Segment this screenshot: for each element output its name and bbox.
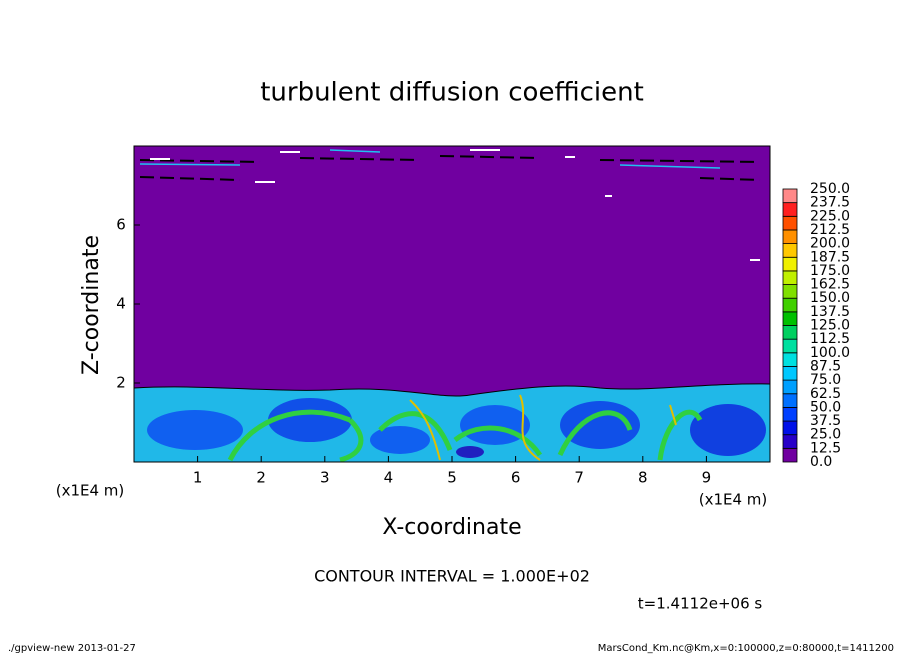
x-axis-label: X-coordinate — [382, 515, 521, 540]
colorbar-label: 62.5 — [810, 386, 841, 402]
x-tick-label: 1 — [193, 469, 203, 487]
colorbar-label: 125.0 — [810, 318, 850, 334]
x-tick-label: 8 — [638, 469, 648, 487]
annotation: CONTOUR INTERVAL = 1.000E+02 — [314, 567, 590, 586]
colorbar-label: 87.5 — [810, 358, 841, 374]
colorbar-swatch — [782, 406, 798, 422]
colorbar-swatch — [782, 229, 798, 244]
colorbar-label: 200.0 — [810, 236, 850, 252]
y-axis-label: Z-coordinate — [79, 235, 104, 375]
colorbar-label: 0.0 — [810, 454, 832, 470]
colorbar-label: 137.5 — [810, 304, 850, 320]
colorbar-label: 250.0 — [810, 181, 850, 197]
colorbar-label: 150.0 — [810, 290, 850, 306]
x-tick-label: 7 — [574, 469, 584, 487]
colorbar-swatch — [782, 311, 798, 326]
x-tick-label: 9 — [702, 469, 712, 487]
footer-right: MarsCond_Km.nc@Km,x=0:100000,z=0:80000,t… — [598, 643, 894, 654]
colorbar-swatch — [782, 202, 798, 217]
colorbar-swatch — [782, 379, 798, 395]
x-unit-label: (x1E4 m) — [699, 491, 768, 509]
colorbar-swatch — [782, 352, 798, 367]
colorbar-swatch — [782, 284, 798, 299]
colorbar-label: 50.0 — [810, 399, 841, 415]
colorbar-swatch — [782, 256, 798, 272]
x-tick-label: 3 — [320, 469, 330, 487]
colorbar-label: 225.0 — [810, 208, 850, 224]
y-tick-label: 2 — [116, 374, 126, 392]
field — [134, 146, 770, 462]
colorbar-swatch — [782, 270, 798, 285]
colorbar-swatch — [782, 434, 798, 449]
colorbar-label: 175.0 — [810, 263, 850, 279]
x-tick-label: 2 — [256, 469, 266, 487]
colorbar-label: 25.0 — [810, 427, 841, 443]
x-tick-label: 4 — [384, 469, 394, 487]
colorbar-label: 212.5 — [810, 222, 850, 238]
colorbar-swatch — [782, 338, 798, 354]
footer-left: ./gpview-new 2013-01-27 — [8, 643, 136, 654]
y-tick-label: 4 — [116, 295, 126, 313]
colorbar-label: 112.5 — [810, 331, 850, 347]
colorbar-swatch — [782, 325, 798, 340]
colorbar-swatch — [782, 420, 798, 436]
colorbar-swatch — [782, 393, 798, 408]
colorbar-label: 100.0 — [810, 345, 850, 361]
colorbar-swatch — [782, 243, 798, 258]
colorbar-swatch — [782, 366, 798, 381]
y-unit-label: (x1E4 m) — [56, 482, 125, 500]
annotation: t=1.4112e+06 s — [638, 595, 763, 613]
chart-title: turbulent diffusion coefficient — [260, 78, 644, 108]
x-tick-label: 5 — [447, 469, 457, 487]
colorbar-label: 237.5 — [810, 195, 850, 211]
colorbar-label: 162.5 — [810, 277, 850, 293]
colorbar-label: 187.5 — [810, 249, 850, 265]
y-tick-label: 6 — [116, 216, 126, 234]
colorbar-swatch — [782, 447, 798, 463]
colorbar-label: 12.5 — [810, 440, 841, 456]
colorbar-swatch — [782, 215, 798, 231]
colorbar-label: 37.5 — [810, 413, 841, 429]
x-tick-label: 6 — [511, 469, 521, 487]
colorbar-label: 75.0 — [810, 372, 841, 388]
colorbar-swatch — [782, 297, 798, 313]
colorbar-swatch — [782, 188, 798, 204]
